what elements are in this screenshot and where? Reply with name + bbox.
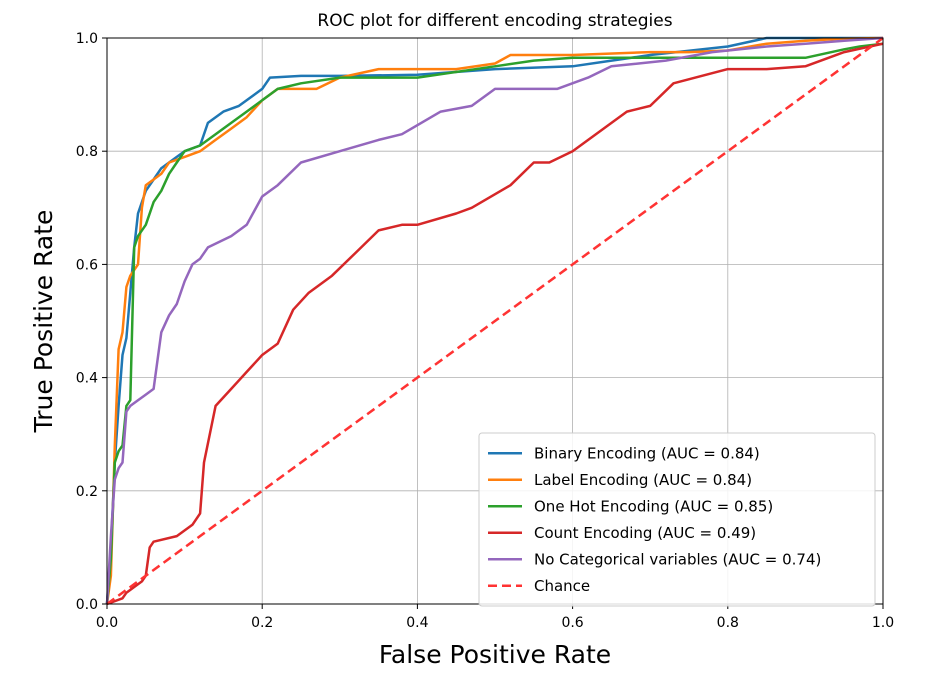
chart-title: ROC plot for different encoding strategi…: [317, 11, 672, 31]
y-tick-label: 0.6: [76, 257, 98, 273]
y-tick-label: 0.2: [76, 484, 98, 500]
series-line-3: [106, 42, 884, 606]
legend-label: Binary Encoding (AUC = 0.84): [534, 444, 760, 462]
x-tick-label: 0.2: [251, 615, 273, 631]
legend: Binary Encoding (AUC = 0.84) Label Encodi…: [478, 432, 876, 607]
y-tick-label: 1.0: [76, 31, 98, 47]
axis-ticks: 0.0 0.2 0.4 0.6 0.8 1.0 0.0 0.2 0.4 0.6 0.8 1.0: [76, 31, 894, 631]
legend-label: One Hot Encoding (AUC = 0.85): [534, 497, 773, 515]
y-tick-label: 0.0: [76, 597, 98, 613]
y-axis-title: True Positive Rate: [29, 210, 58, 434]
x-tick-label: 0.4: [406, 615, 428, 631]
y-tick-label: 0.4: [76, 371, 98, 387]
x-tick-label: 1.0: [872, 615, 894, 631]
x-tick-label: 0.0: [96, 615, 118, 631]
series-line-5: [106, 36, 884, 606]
x-tick-label: 0.8: [717, 615, 739, 631]
series-lines: [105, 36, 884, 606]
legend-label: Chance: [534, 577, 590, 595]
y-tick-label: 0.8: [76, 144, 98, 160]
x-axis-title: False Positive Rate: [379, 640, 611, 669]
series-line-4: [105, 36, 884, 605]
legend-label: Label Encoding (AUC = 0.84): [534, 471, 752, 489]
legend-box: [478, 432, 876, 607]
legend-label: Count Encoding (AUC = 0.49): [534, 524, 756, 542]
series-line-2: [105, 42, 884, 605]
legend-label: No Categorical variables (AUC = 0.74): [534, 550, 821, 568]
series-line-1: [105, 36, 884, 605]
x-tick-label: 0.6: [561, 615, 583, 631]
